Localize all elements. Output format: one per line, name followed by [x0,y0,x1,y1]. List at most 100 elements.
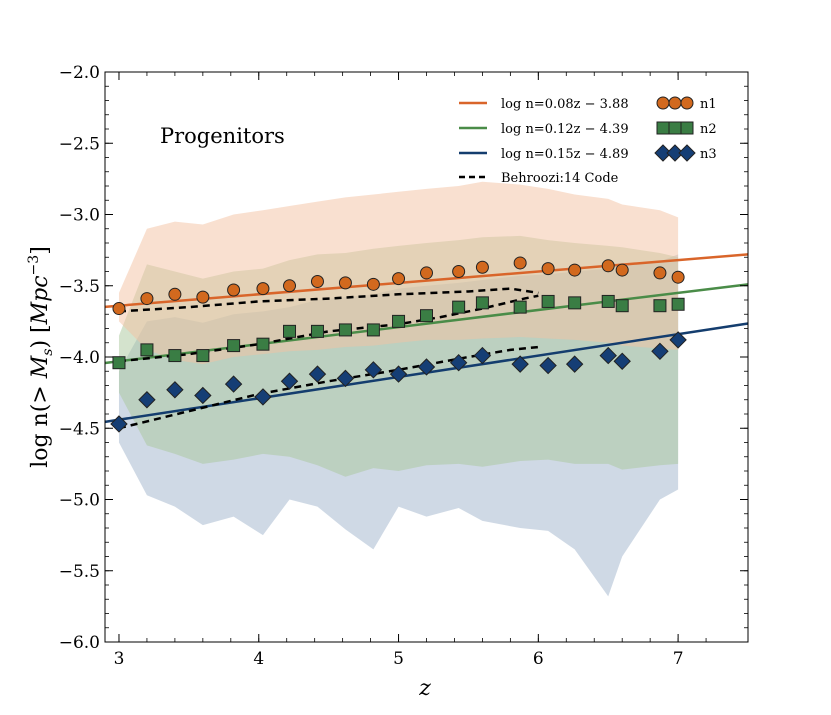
legend-n3-marker [666,144,684,162]
n2-point [671,297,685,311]
n1-point [140,292,154,306]
fit-line-2 [104,283,749,365]
n3-point [364,361,383,379]
legend-n3-marker [678,144,696,162]
n1-point [653,266,667,280]
legend-markers [654,96,696,162]
x-tick-label: 6 [533,649,544,669]
n2-point [615,299,629,313]
n2-point [310,324,324,338]
x-tick-label: 4 [253,649,264,669]
y-tick-label: −6.0 [59,633,100,653]
n3-point [511,355,529,373]
legend-line3-label: log n=0.15z − 4.89 [501,147,629,162]
n3-point [613,352,631,370]
n2-point [513,300,527,314]
y-axis-label-sub: s [40,349,56,356]
n3-point [565,355,584,373]
legend-n1-marker [656,96,670,110]
n3-point [138,391,156,409]
y-tick-label: −5.5 [59,562,100,582]
n2-point [541,294,555,308]
y-axis-label-prefix: log n(> [28,378,53,468]
n3-point [280,372,299,390]
n1-point [392,272,406,286]
n3-point [254,388,272,406]
n3-point [669,331,687,349]
n3-point [473,346,492,365]
legend-line2-label: log n=0.12z − 4.39 [501,122,629,137]
n3-point [224,375,243,393]
y-tick-label: −5.0 [59,491,100,511]
y-tick-label: −3.0 [59,206,100,226]
progenitors-annotation: Progenitors [160,124,285,148]
n2-point [568,296,582,310]
n1-point [615,263,629,277]
n3-point [336,369,355,388]
n1-point [475,260,489,274]
n3-point [449,353,468,372]
y-axis-label-mass: M [28,355,53,379]
n2-point [227,339,241,353]
n1-point [671,270,685,284]
y-tick-label: −3.5 [59,277,100,297]
n2-point [366,323,380,337]
n1-point [227,283,241,297]
y-tick-label: −2.5 [59,134,100,154]
n2-point [112,356,126,370]
n1-point [452,265,466,278]
n3-point [194,386,212,405]
n2-point [168,349,182,363]
legend-n1-marker [668,96,682,110]
n2-point [140,343,154,357]
y-tick-label: −4.5 [59,419,100,439]
n1-point [420,266,433,280]
legend-n1-marker [680,96,694,110]
y-axis-label-exp: −3 [26,255,42,276]
n1-point [338,276,352,290]
legend-n2-marker [656,121,670,135]
legend-behroozi-label: Behroozi:14 Code [501,171,619,186]
n2-point [283,324,297,338]
n2-point [256,337,270,351]
legend: log n=0.08z − 3.88 log n=0.12z − 4.39 lo… [459,96,717,186]
y-tick-label: −4.0 [59,348,100,368]
n2-point [420,309,433,323]
n2-point [452,300,466,314]
n3-point [599,346,617,365]
ticks: 3 4 5 6 7 −6.0 −5.5 −5.0 −4.5 −4.0 −3.5 −3.0 −2.5 −2.… [59,63,748,669]
n3-point [539,356,557,375]
n1-point [601,259,615,273]
y-tick-label: −2.0 [59,63,100,83]
n1-point [112,302,126,316]
n3-point [308,365,327,383]
n2-point [653,299,667,313]
x-axis-label: z [418,676,431,701]
n1-point [283,279,297,293]
n1-point [256,282,270,296]
n1-point [168,287,182,301]
n1-point [568,263,582,277]
n2-point [196,349,210,363]
legend-n1-label: n1 [700,97,717,112]
n3-point [110,415,128,433]
x-tick-label: 3 [114,649,125,669]
n1-point [366,277,380,291]
legend-n2-marker [668,121,682,135]
n2-point [475,296,489,310]
x-tick-label: 7 [673,649,684,669]
n2-point [338,323,352,337]
n3-point [651,342,669,361]
legend-n2-marker [680,121,694,135]
n1-point [196,290,210,304]
n3-point [166,381,184,399]
legend-line1-label: log n=0.08z − 3.88 [501,97,629,112]
fit-line-1 [104,253,749,309]
legend-n2-label: n2 [700,122,717,137]
y-axis-label-unit: Mpc [28,275,53,325]
x-tick-label: 5 [393,649,404,669]
n2-point [392,314,406,328]
n3-point [389,365,408,383]
n1-point [513,256,527,270]
